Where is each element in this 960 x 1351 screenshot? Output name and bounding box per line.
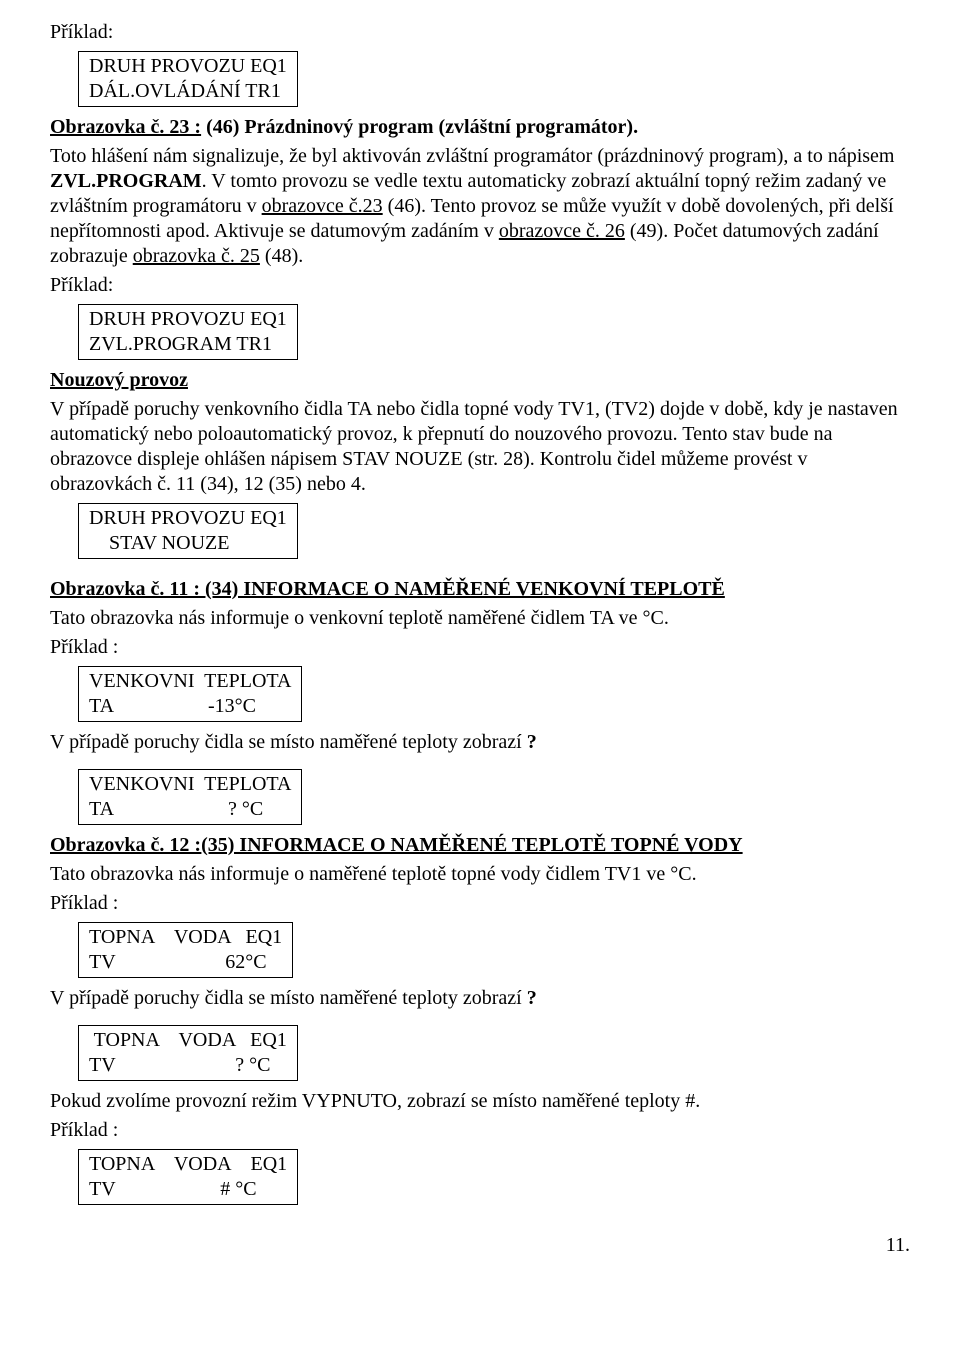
page-root: Příklad: DRUH PROVOZU EQ1 DÁL.OVLÁDÁNÍ T… (0, 0, 960, 1302)
sensor-fault-line-1: V případě poruchy čidla se místo naměřen… (50, 730, 910, 755)
nouz-heading-text: Nouzový provoz (50, 369, 188, 391)
box6-line1: TOPNA VODA EQ1 (89, 925, 282, 950)
label-priklad-1: Příklad: (50, 20, 910, 45)
obr23-zvl: ZVL.PROGRAM (50, 170, 202, 192)
sensor-fault-line-2: V případě poruchy čidla se místo naměřen… (50, 986, 910, 1011)
box4-line1: VENKOVNI TEPLOTA (89, 669, 291, 694)
obr12-heading: Obrazovka č. 12 :(35) INFORMACE O NAMĚŘE… (50, 833, 910, 858)
display-box-3: DRUH PROVOZU EQ1 STAV NOUZE (78, 503, 298, 559)
obr23-heading: Obrazovka č. 23 : (46) Prázdninový progr… (50, 115, 910, 140)
label-priklad-2: Příklad: (50, 273, 910, 298)
box6-line2: TV 62°C (89, 950, 282, 975)
box8-line1: TOPNA VODA EQ1 (89, 1152, 287, 1177)
display-box-4: VENKOVNI TEPLOTA TA -13°C (78, 666, 302, 722)
box2-line2: ZVL.PROGRAM TR1 (89, 332, 287, 357)
display-box-1: DRUH PROVOZU EQ1 DÁL.OVLÁDÁNÍ TR1 (78, 51, 298, 107)
box5-line2: TA ? °C (89, 797, 291, 822)
box1-line2: DÁL.OVLÁDÁNÍ TR1 (89, 79, 287, 104)
box1-line1: DRUH PROVOZU EQ1 (89, 54, 287, 79)
display-box-7: TOPNA VODA EQ1 TV ? °C (78, 1025, 298, 1081)
obr23-link-3: obrazovka č. 25 (133, 245, 260, 267)
obr23-heading-lead: Obrazovka č. 23 : (50, 116, 201, 138)
nouz-para: V případě poruchy venkovního čidla TA ne… (50, 397, 910, 497)
label-priklad-5: Příklad : (50, 1118, 910, 1143)
display-box-6: TOPNA VODA EQ1 TV 62°C (78, 922, 293, 978)
obr23-link-1: obrazovce č.23 (262, 195, 383, 217)
display-box-5: VENKOVNI TEPLOTA TA ? °C (78, 769, 302, 825)
box4-line2: TA -13°C (89, 694, 291, 719)
box3-line1: DRUH PROVOZU EQ1 (89, 506, 287, 531)
obr11-heading-lead: Obrazovka č. 11 : (50, 578, 200, 600)
label-priklad-3: Příklad : (50, 635, 910, 660)
display-box-8: TOPNA VODA EQ1 TV # °C (78, 1149, 298, 1205)
sensor-fault-q-1: ? (527, 731, 537, 753)
obr12-heading-tail: (35) INFORMACE O NAMĚŘENÉ TEPLOTĚ TOPNÉ … (201, 834, 743, 856)
box7-line2: TV ? °C (89, 1053, 287, 1078)
sensor-fault-text-1: V případě poruchy čidla se místo naměřen… (50, 731, 527, 753)
box7-line1: TOPNA VODA EQ1 (89, 1028, 287, 1053)
obr23-text-e: (48). (260, 245, 303, 267)
obr23-link-2: obrazovce č. 26 (499, 220, 625, 242)
obr23-text-a: Toto hlášení nám signalizuje, že byl akt… (50, 145, 894, 167)
obr12-heading-lead: Obrazovka č. 12 : (50, 834, 201, 856)
obr12-line1: Tato obrazovka nás informuje o naměřené … (50, 862, 910, 887)
box5-line1: VENKOVNI TEPLOTA (89, 772, 291, 797)
obr11-heading: Obrazovka č. 11 : (34) INFORMACE O NAMĚŘ… (50, 577, 910, 602)
label-priklad-4: Příklad : (50, 891, 910, 916)
box8-line2: TV # °C (89, 1177, 287, 1202)
box2-line1: DRUH PROVOZU EQ1 (89, 307, 287, 332)
sensor-fault-text-2: V případě poruchy čidla se místo naměřen… (50, 987, 527, 1009)
nouz-heading: Nouzový provoz (50, 368, 910, 393)
obr11-line1: Tato obrazovka nás informuje o venkovní … (50, 606, 910, 631)
box3-line2: STAV NOUZE (89, 531, 287, 556)
sensor-fault-q-2: ? (527, 987, 537, 1009)
vypnuto-line: Pokud zvolíme provozní režim VYPNUTO, zo… (50, 1089, 910, 1114)
display-box-2: DRUH PROVOZU EQ1 ZVL.PROGRAM TR1 (78, 304, 298, 360)
obr23-para: Toto hlášení nám signalizuje, že byl akt… (50, 144, 910, 269)
page-number: 11. (50, 1233, 910, 1258)
obr23-heading-tail: (46) Prázdninový program (zvláštní progr… (201, 116, 638, 138)
obr11-heading-tail: (34) INFORMACE O NAMĚŘENÉ VENKOVNÍ TEPLO… (200, 578, 725, 600)
